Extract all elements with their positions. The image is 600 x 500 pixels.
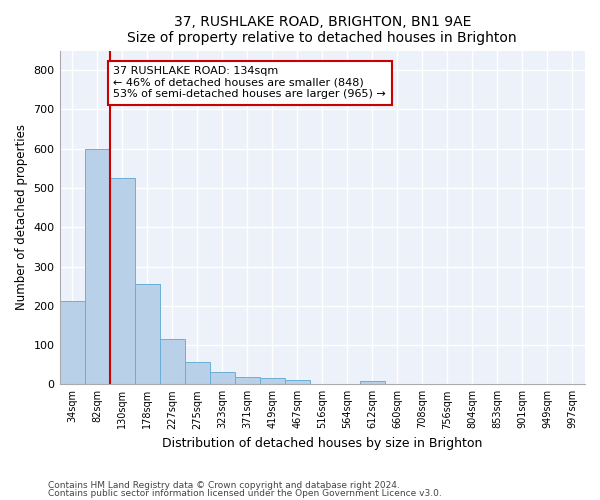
Bar bbox=[160, 339, 185, 384]
Bar bbox=[85, 148, 110, 384]
Bar bbox=[134, 284, 160, 384]
Text: Contains public sector information licensed under the Open Government Licence v3: Contains public sector information licen… bbox=[48, 489, 442, 498]
X-axis label: Distribution of detached houses by size in Brighton: Distribution of detached houses by size … bbox=[162, 437, 482, 450]
Title: 37, RUSHLAKE ROAD, BRIGHTON, BN1 9AE
Size of property relative to detached house: 37, RUSHLAKE ROAD, BRIGHTON, BN1 9AE Siz… bbox=[127, 15, 517, 45]
Text: 37 RUSHLAKE ROAD: 134sqm
← 46% of detached houses are smaller (848)
53% of semi-: 37 RUSHLAKE ROAD: 134sqm ← 46% of detach… bbox=[113, 66, 386, 100]
Bar bbox=[260, 378, 285, 384]
Bar bbox=[209, 372, 235, 384]
Bar bbox=[235, 377, 260, 384]
Bar bbox=[360, 381, 385, 384]
Bar bbox=[110, 178, 134, 384]
Y-axis label: Number of detached properties: Number of detached properties bbox=[15, 124, 28, 310]
Bar bbox=[285, 380, 310, 384]
Bar bbox=[59, 300, 85, 384]
Bar bbox=[185, 362, 209, 384]
Text: Contains HM Land Registry data © Crown copyright and database right 2024.: Contains HM Land Registry data © Crown c… bbox=[48, 480, 400, 490]
